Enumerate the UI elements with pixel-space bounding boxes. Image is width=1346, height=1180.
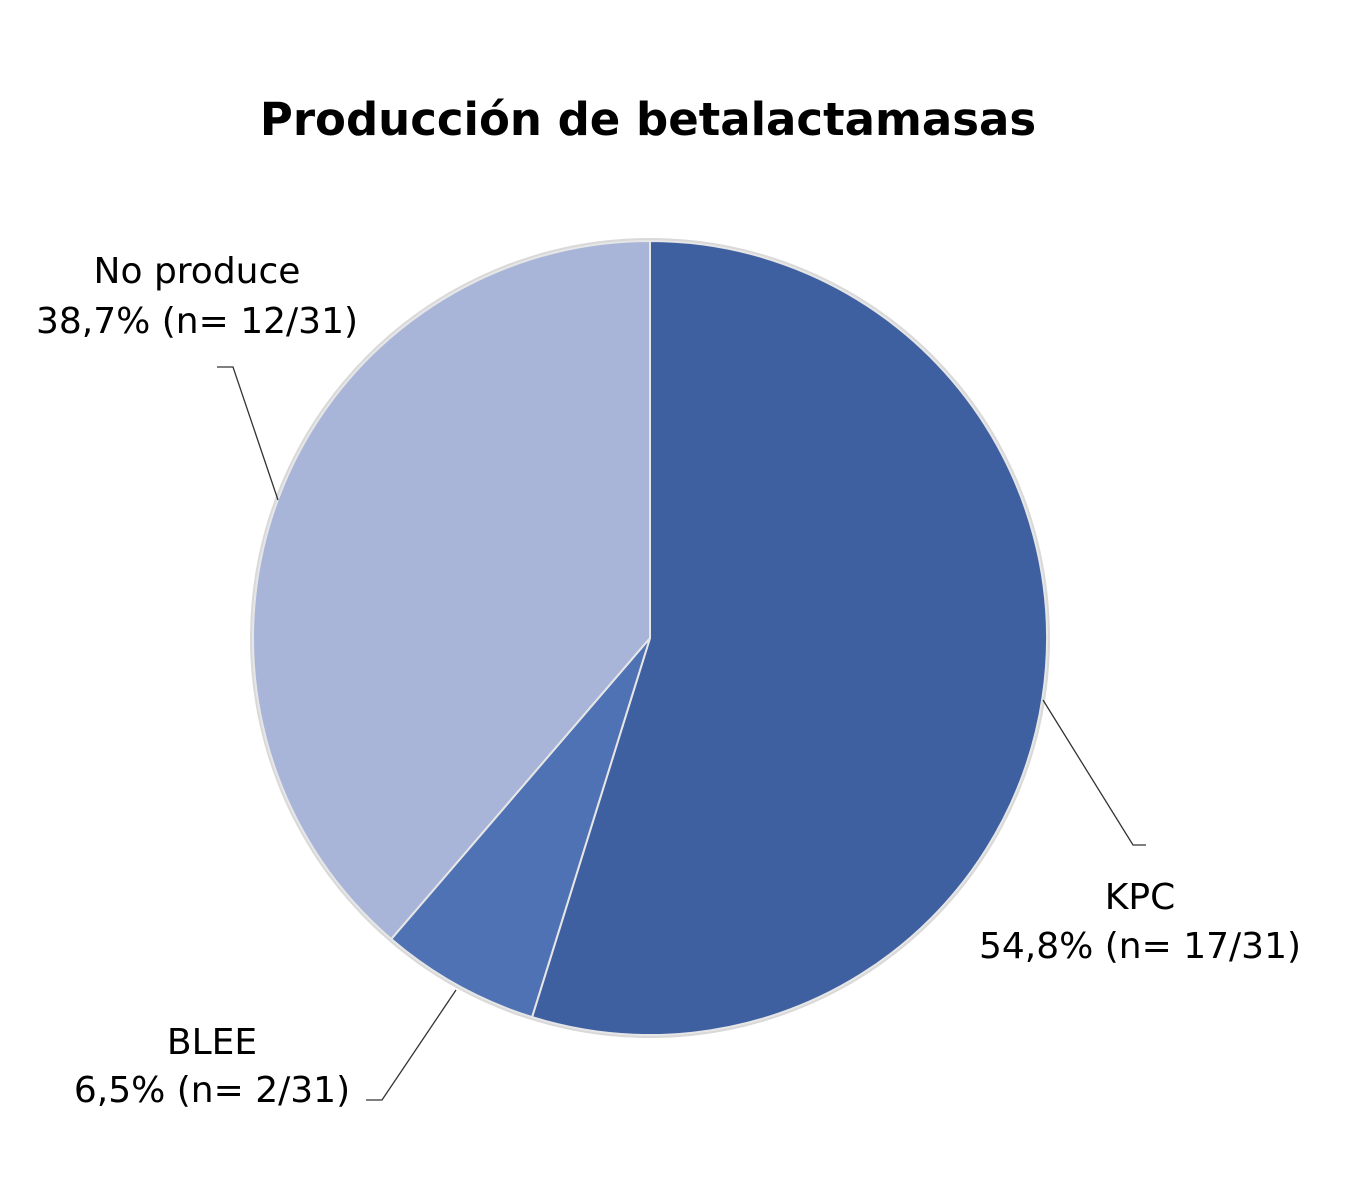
- slice-label-kpc-name: KPC: [1105, 877, 1175, 918]
- leader-line-blee: [366, 989, 457, 1101]
- leader-line-no-produce: [217, 366, 279, 501]
- pie-slice-kpc: [530, 239, 1048, 1036]
- slice-label-no-produce-name: No produce: [94, 251, 301, 292]
- pie-slices: [252, 239, 1048, 1036]
- slice-label-blee-value: 6,5% (n= 2/31): [74, 1070, 350, 1111]
- chart-title: Producción de betalactamasas: [260, 93, 1036, 146]
- slice-label-no-produce-value: 38,7% (n= 12/31): [36, 301, 358, 342]
- leader-line-kpc: [1042, 699, 1146, 846]
- slice-label-kpc-value: 54,8% (n= 17/31): [979, 926, 1301, 967]
- slice-label-blee-name: BLEE: [167, 1022, 257, 1063]
- pie-slice-blee: [389, 637, 651, 1019]
